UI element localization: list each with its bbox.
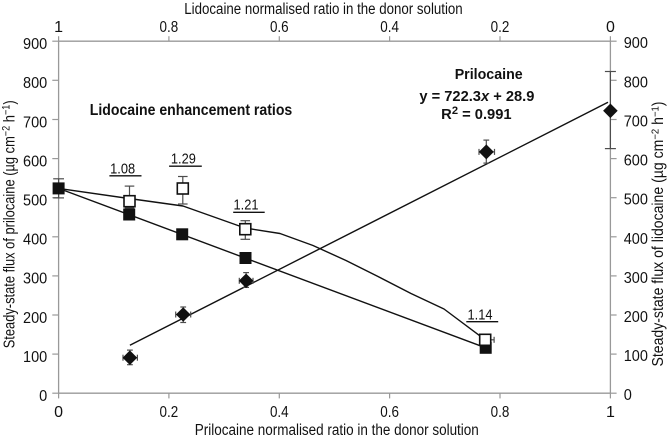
svg-text:200: 200 bbox=[624, 309, 648, 326]
svg-text:900: 900 bbox=[624, 35, 648, 52]
svg-text:0: 0 bbox=[624, 387, 632, 404]
svg-text:Steady-state flux of prilocain: Steady-state flux of prilocaine (µg cm−2… bbox=[1, 100, 19, 348]
svg-text:0: 0 bbox=[54, 404, 63, 421]
svg-text:500: 500 bbox=[624, 192, 648, 209]
svg-text:0: 0 bbox=[606, 19, 615, 36]
svg-text:1.08: 1.08 bbox=[110, 161, 135, 178]
svg-text:0.4: 0.4 bbox=[270, 404, 289, 421]
svg-text:300: 300 bbox=[624, 270, 648, 287]
svg-text:1: 1 bbox=[606, 404, 615, 421]
svg-text:1.14: 1.14 bbox=[468, 306, 493, 323]
svg-text:0.6: 0.6 bbox=[380, 404, 399, 421]
svg-text:400: 400 bbox=[23, 232, 47, 249]
svg-text:Steady-state flux of lidocaine: Steady-state flux of lidocaine (µg cm−2 … bbox=[650, 102, 668, 367]
svg-text:Lidocaine enhancement ratios: Lidocaine enhancement ratios bbox=[90, 102, 293, 119]
svg-text:1: 1 bbox=[54, 19, 63, 36]
svg-text:500: 500 bbox=[23, 193, 47, 210]
svg-text:y = 722.3x + 28.9: y = 722.3x + 28.9 bbox=[419, 89, 534, 105]
svg-text:600: 600 bbox=[23, 153, 47, 170]
svg-text:0: 0 bbox=[39, 388, 47, 405]
svg-text:100: 100 bbox=[624, 348, 648, 365]
svg-text:900: 900 bbox=[23, 36, 47, 53]
svg-text:0.8: 0.8 bbox=[491, 404, 510, 421]
svg-text:1.29: 1.29 bbox=[171, 151, 196, 168]
svg-text:400: 400 bbox=[624, 231, 648, 248]
svg-text:700: 700 bbox=[23, 114, 47, 131]
svg-text:0.2: 0.2 bbox=[160, 404, 179, 421]
svg-text:800: 800 bbox=[23, 75, 47, 92]
svg-text:0.8: 0.8 bbox=[160, 19, 179, 36]
svg-text:700: 700 bbox=[624, 114, 648, 131]
svg-text:Prilocaine: Prilocaine bbox=[455, 67, 523, 83]
svg-text:300: 300 bbox=[23, 271, 47, 288]
svg-text:0.4: 0.4 bbox=[380, 19, 399, 36]
svg-text:0.2: 0.2 bbox=[491, 19, 510, 36]
svg-text:1.21: 1.21 bbox=[234, 197, 259, 214]
svg-text:R2 = 0.991: R2 = 0.991 bbox=[441, 105, 511, 123]
svg-text:0.6: 0.6 bbox=[270, 19, 289, 36]
svg-text:200: 200 bbox=[23, 310, 47, 327]
svg-text:Lidocaine normalised ratio in: Lidocaine normalised ratio in the donor … bbox=[184, 1, 462, 18]
svg-text:600: 600 bbox=[624, 153, 648, 170]
svg-text:100: 100 bbox=[23, 349, 47, 366]
svg-text:800: 800 bbox=[624, 74, 648, 91]
svg-text:Prilocaine normalised ratio in: Prilocaine normalised ratio in the donor… bbox=[195, 422, 479, 438]
